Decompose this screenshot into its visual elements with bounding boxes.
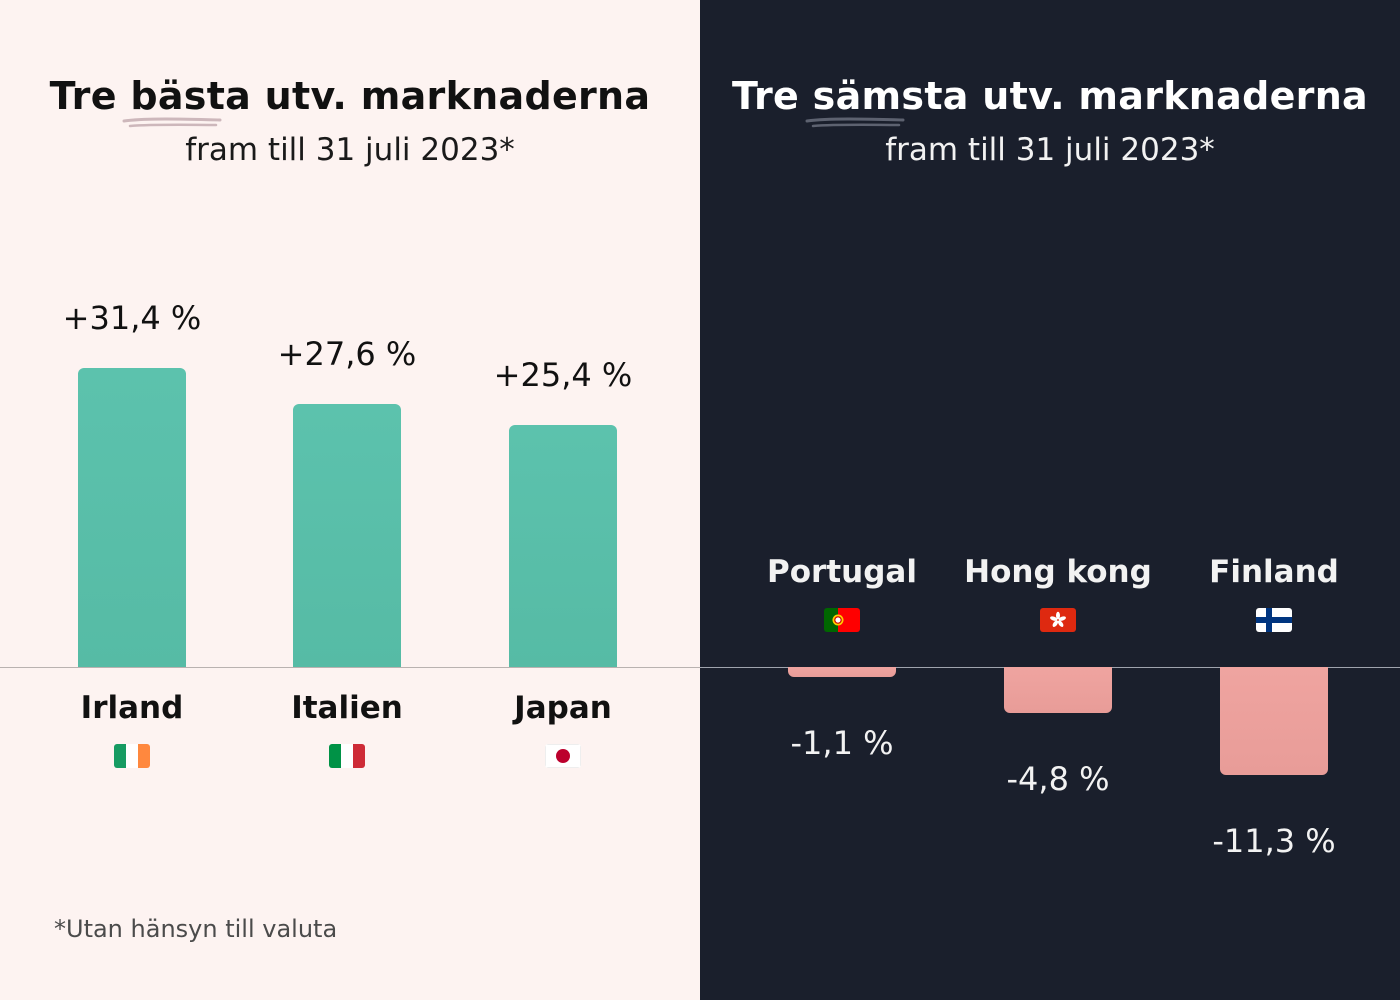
title-highlight-text: sämsta bbox=[812, 74, 969, 118]
bar-irland bbox=[78, 368, 186, 667]
footnote: *Utan hänsyn till valuta bbox=[54, 915, 338, 943]
value-label-italien: +27,6 % bbox=[277, 335, 417, 374]
title-prefix: Tre bbox=[49, 74, 131, 118]
category-label-irland: Irland bbox=[80, 690, 184, 726]
value-label-japan: +25,4 % bbox=[493, 356, 633, 395]
title-prefix: Tre bbox=[731, 74, 813, 118]
best-markets-subtitle: fram till 31 juli 2023* bbox=[185, 132, 515, 168]
best-markets-baseline bbox=[0, 667, 700, 668]
bar-hong-kong bbox=[1004, 667, 1112, 713]
worst-markets-title: Tre sämsta utv. marknaderna bbox=[700, 74, 1400, 128]
flag-hong-kong-icon bbox=[1040, 608, 1076, 632]
underline-swash-icon bbox=[805, 117, 905, 128]
category-label-portugal: Portugal bbox=[767, 554, 917, 590]
best-markets-title: Tre bästa utv. marknaderna bbox=[0, 74, 700, 128]
worst-markets-heading: Tre sämsta utv. marknaderna fram till 31… bbox=[700, 74, 1400, 170]
bar-finland bbox=[1220, 667, 1328, 775]
category-label-finland: Finland bbox=[1209, 554, 1339, 590]
bar-portugal bbox=[788, 667, 896, 678]
value-label-irland: +31,4 % bbox=[62, 299, 202, 338]
title-highlight: bästa bbox=[122, 74, 252, 128]
flag-portugal-icon bbox=[824, 608, 860, 632]
value-label-finland: -11,3 % bbox=[1212, 821, 1336, 860]
category-label-japan: Japan bbox=[514, 690, 612, 726]
worst-markets-subtitle: fram till 31 juli 2023* bbox=[885, 132, 1215, 168]
underline-swash-icon bbox=[122, 117, 222, 128]
worst-markets-panel: Tre sämsta utv. marknaderna fram till 31… bbox=[700, 0, 1400, 1000]
title-highlight-text: bästa bbox=[130, 74, 252, 118]
flag-ireland-icon bbox=[114, 744, 150, 768]
flag-italy-icon bbox=[329, 744, 365, 768]
bar-italien bbox=[293, 404, 401, 667]
value-label-hong-kong: -4,8 % bbox=[1006, 759, 1110, 798]
flag-japan-icon bbox=[545, 744, 581, 768]
title-suffix: utv. marknaderna bbox=[251, 74, 651, 118]
flag-finland-icon bbox=[1256, 608, 1292, 632]
category-label-italien: Italien bbox=[291, 690, 403, 726]
bar-japan bbox=[509, 425, 617, 667]
best-markets-heading: Tre bästa utv. marknaderna fram till 31 … bbox=[0, 74, 700, 170]
category-label-hong-kong: Hong kong bbox=[964, 554, 1152, 590]
title-highlight: sämsta bbox=[805, 74, 969, 128]
title-suffix: utv. marknaderna bbox=[968, 74, 1369, 118]
value-label-portugal: -1,1 % bbox=[790, 724, 894, 763]
